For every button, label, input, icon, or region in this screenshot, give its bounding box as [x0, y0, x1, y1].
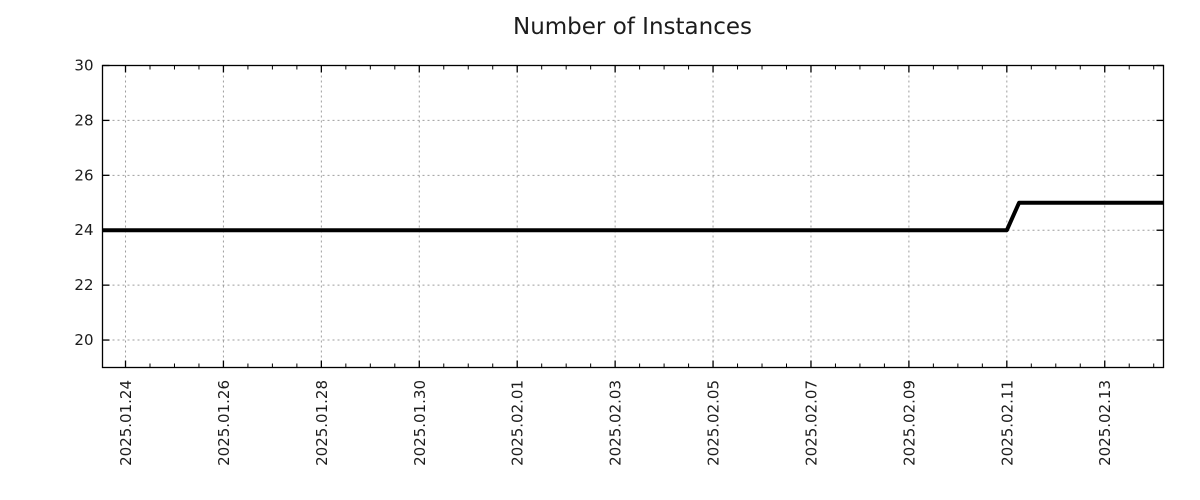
y-tick-label: 28 — [74, 111, 93, 129]
x-tick-label: 2025.02.05 — [705, 380, 723, 466]
x-tick-label: 2025.02.13 — [1096, 380, 1114, 466]
x-tick-label: 2025.02.11 — [998, 380, 1016, 466]
x-tick-label: 2025.01.30 — [411, 380, 429, 466]
y-tick-label: 24 — [74, 221, 93, 239]
x-tick-label: 2025.02.09 — [900, 380, 918, 466]
x-tick-label: 2025.01.28 — [313, 380, 331, 466]
x-tick-label: 2025.01.26 — [215, 380, 233, 466]
y-tick-label: 30 — [74, 57, 93, 75]
x-tick-label: 2025.02.01 — [509, 380, 527, 466]
chart-title: Number of Instances — [513, 14, 752, 40]
x-tick-label: 2025.01.24 — [117, 380, 135, 466]
y-tick-label: 26 — [74, 166, 93, 184]
plot-border — [101, 64, 1165, 369]
y-tick-label: 22 — [74, 276, 93, 294]
y-tick-label: 20 — [74, 331, 93, 349]
series-line — [102, 200, 1164, 233]
x-tick-label: 2025.02.03 — [607, 380, 625, 466]
x-tick-label: 2025.02.07 — [802, 380, 820, 466]
